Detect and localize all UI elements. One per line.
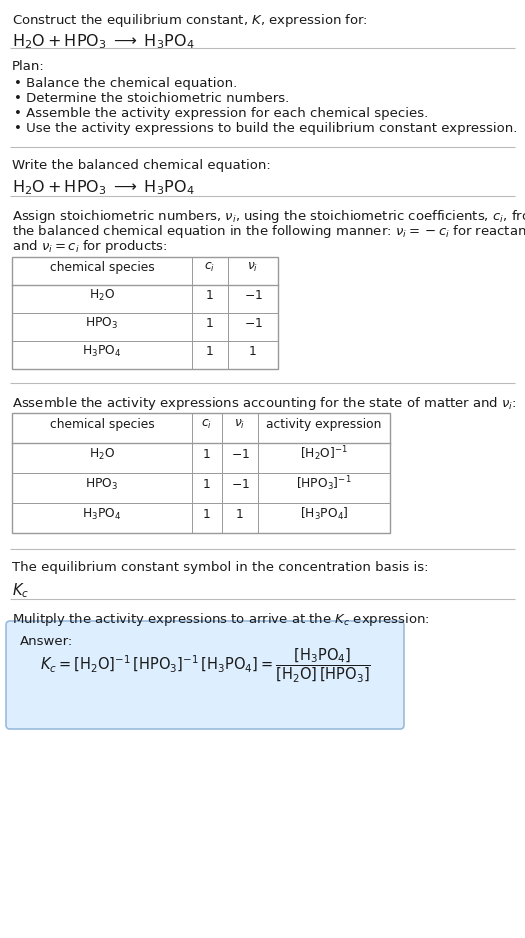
Text: activity expression: activity expression [266, 417, 382, 431]
Text: Assign stoichiometric numbers, $\nu_i$, using the stoichiometric coefficients, $: Assign stoichiometric numbers, $\nu_i$, … [12, 208, 525, 225]
Text: 1: 1 [206, 289, 214, 301]
Text: Answer:: Answer: [20, 635, 74, 648]
Text: Plan:: Plan: [12, 60, 45, 73]
Text: Assemble the activity expressions accounting for the state of matter and $\nu_i$: Assemble the activity expressions accoun… [12, 395, 517, 412]
Text: The equilibrium constant symbol in the concentration basis is:: The equilibrium constant symbol in the c… [12, 561, 428, 574]
Text: $\mathrm{H_3PO_4}$: $\mathrm{H_3PO_4}$ [82, 507, 122, 522]
Text: • Determine the stoichiometric numbers.: • Determine the stoichiometric numbers. [14, 92, 289, 105]
Bar [12, 257, 278, 369]
Text: 1: 1 [249, 344, 257, 357]
Text: Mulitply the activity expressions to arrive at the $K_c$ expression:: Mulitply the activity expressions to arr… [12, 611, 430, 628]
Text: $c_i$: $c_i$ [202, 417, 213, 431]
Text: $\mathrm{H_3PO_4}$: $\mathrm{H_3PO_4}$ [82, 343, 122, 358]
Text: 1: 1 [206, 344, 214, 357]
Text: and $\nu_i = c_i$ for products:: and $\nu_i = c_i$ for products: [12, 238, 167, 255]
Text: $-1$: $-1$ [244, 289, 262, 301]
Text: $\nu_i$: $\nu_i$ [235, 417, 246, 431]
Text: 1: 1 [203, 507, 211, 521]
Text: $K_c$: $K_c$ [12, 581, 29, 599]
Text: $[\mathrm{H_3PO_4}]$: $[\mathrm{H_3PO_4}]$ [300, 506, 348, 522]
Text: • Balance the chemical equation.: • Balance the chemical equation. [14, 77, 237, 90]
Text: $K_c = [\mathrm{H_2O}]^{-1}\,[\mathrm{HPO_3}]^{-1}\,[\mathrm{H_3PO_4}] = \dfrac{: $K_c = [\mathrm{H_2O}]^{-1}\,[\mathrm{HP… [39, 646, 371, 684]
Text: $-1$: $-1$ [230, 447, 249, 461]
Text: $[\mathrm{HPO_3}]^{-1}$: $[\mathrm{HPO_3}]^{-1}$ [296, 475, 352, 493]
Text: chemical species: chemical species [50, 261, 154, 274]
Text: $-1$: $-1$ [244, 316, 262, 329]
Text: 1: 1 [206, 316, 214, 329]
Text: $\mathrm{H_2O + HPO_3 \;\longrightarrow\; H_3PO_4}$: $\mathrm{H_2O + HPO_3 \;\longrightarrow\… [12, 178, 194, 197]
Text: Construct the equilibrium constant, $K$, expression for:: Construct the equilibrium constant, $K$,… [12, 12, 368, 29]
FancyBboxPatch shape [6, 621, 404, 729]
Text: $-1$: $-1$ [230, 477, 249, 491]
Bar [12, 413, 390, 533]
Text: • Use the activity expressions to build the equilibrium constant expression.: • Use the activity expressions to build … [14, 122, 517, 135]
Text: $\mathrm{H_2O}$: $\mathrm{H_2O}$ [89, 446, 115, 461]
Text: $\mathrm{HPO_3}$: $\mathrm{HPO_3}$ [86, 477, 119, 492]
Text: $\mathrm{H_2O}$: $\mathrm{H_2O}$ [89, 287, 115, 303]
Text: $[\mathrm{H_2O}]^{-1}$: $[\mathrm{H_2O}]^{-1}$ [300, 445, 348, 463]
Text: $c_i$: $c_i$ [204, 261, 216, 274]
Text: Write the balanced chemical equation:: Write the balanced chemical equation: [12, 159, 271, 172]
Text: $\nu_i$: $\nu_i$ [247, 261, 259, 274]
Text: 1: 1 [203, 477, 211, 491]
Text: • Assemble the activity expression for each chemical species.: • Assemble the activity expression for e… [14, 107, 428, 120]
Text: $\mathrm{HPO_3}$: $\mathrm{HPO_3}$ [86, 315, 119, 330]
Text: 1: 1 [203, 447, 211, 461]
Text: 1: 1 [236, 507, 244, 521]
Text: $\mathrm{H_2O + HPO_3 \;\longrightarrow\; H_3PO_4}$: $\mathrm{H_2O + HPO_3 \;\longrightarrow\… [12, 32, 194, 51]
Text: chemical species: chemical species [50, 417, 154, 431]
Text: the balanced chemical equation in the following manner: $\nu_i = -c_i$ for react: the balanced chemical equation in the fo… [12, 223, 525, 240]
